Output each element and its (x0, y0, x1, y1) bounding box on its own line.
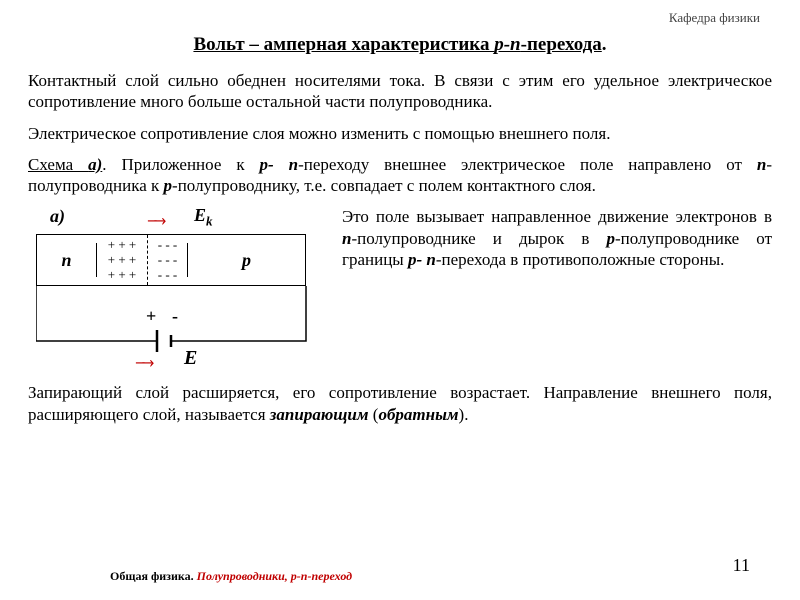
scheme-label: Схема (28, 155, 88, 174)
title-prefix: Вольт – амперная характеристика (193, 34, 494, 55)
paragraph-1: Контактный слой сильно обеднен носителям… (28, 70, 772, 113)
e-label: E (184, 347, 197, 370)
battery-plus: + (146, 306, 156, 327)
ek-sub: k (206, 214, 213, 229)
paragraph-2: Электрическое сопротивление слоя можно и… (28, 123, 772, 144)
side1: Это поле вызывает направленное движение … (342, 207, 772, 226)
footer: Общая физика. Полупроводники, p-n-перехо… (110, 569, 352, 584)
circuit-diagram: а) ––› Ek n + + + + + + + + + - - - - - … (28, 206, 328, 376)
p3-m1: . Приложенное к (102, 155, 259, 174)
title-suffix: -перехода (521, 34, 602, 55)
scheme-a: а) (88, 155, 102, 174)
p3-m2: -переходу внешнее электрическое поле нап… (298, 155, 757, 174)
side-paragraph: Это поле вызывает направленное движение … (342, 206, 772, 376)
p4d: обратным (378, 405, 458, 424)
p-region: p (187, 243, 305, 277)
diagram-label-a: а) (50, 206, 65, 227)
side2: -полупроводнике и дырок в (351, 229, 606, 248)
p4b: запирающим (270, 405, 369, 424)
p3-pn: p- n (260, 155, 299, 174)
arrow-e-icon: ––› (136, 352, 153, 372)
page-number: 11 (733, 555, 750, 576)
page-title: Вольт – амперная характеристика p-n-пере… (28, 34, 772, 56)
arrow-ek-icon: ––› (148, 210, 165, 230)
side4: -перехода в противоположные стороны. (436, 250, 725, 269)
paragraph-4: Запирающий слой расширяется, его сопроти… (28, 382, 772, 425)
diagram-row: а) ––› Ek n + + + + + + + + + - - - - - … (28, 206, 772, 376)
p4c: ( (369, 405, 379, 424)
plus-charges: + + + + + + + + + (97, 235, 147, 285)
pn-junction-box: n + + + + + + + + + - - - - - - - - - p (36, 234, 306, 286)
side-pn: p- n (408, 250, 436, 269)
department-label: Кафедра физики (669, 10, 760, 26)
p3-m4: -полупроводнику, т.е. совпадает с полем … (172, 176, 596, 195)
title-pn: p-n (494, 34, 520, 55)
paragraph-3: Схема а). Приложенное к p- n-переходу вн… (28, 154, 772, 197)
footer-prefix: Общая физика. (110, 569, 197, 583)
p3-n: n (757, 155, 766, 174)
battery-minus: - (172, 306, 178, 327)
minus-charges: - - - - - - - - - (147, 235, 187, 285)
ek-e: E (194, 205, 206, 225)
p4e: ). (459, 405, 469, 424)
ek-label: Ek (194, 205, 213, 230)
side-p: p (606, 229, 615, 248)
footer-topic: Полупроводники, p-n-переход (197, 569, 352, 583)
p3-p: p (164, 176, 173, 195)
title-period: . (602, 34, 607, 55)
n-region: n (37, 243, 97, 277)
